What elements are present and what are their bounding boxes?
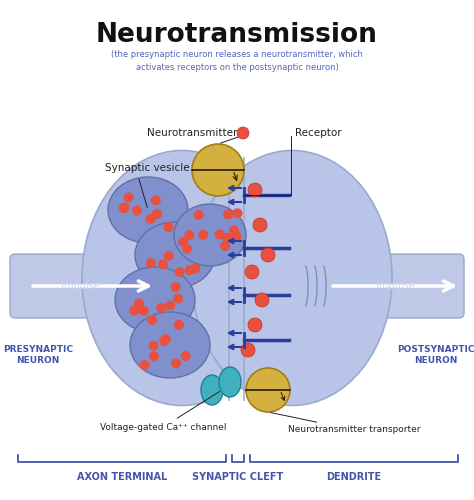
Text: PRESYNAPTIC
NEURON: PRESYNAPTIC NEURON [3,344,73,366]
Circle shape [194,210,204,220]
Circle shape [139,360,149,370]
Circle shape [151,196,161,205]
Ellipse shape [115,267,195,333]
Circle shape [139,306,149,316]
Ellipse shape [135,222,215,288]
Circle shape [185,265,195,275]
Circle shape [241,343,255,357]
Circle shape [119,202,130,212]
Circle shape [261,248,275,262]
Circle shape [255,293,269,307]
Text: Receptor: Receptor [295,128,342,138]
Circle shape [174,320,184,330]
Circle shape [156,303,166,313]
Circle shape [191,264,201,274]
Circle shape [146,258,156,268]
Circle shape [198,230,208,239]
Circle shape [159,336,169,346]
Circle shape [174,267,184,277]
Circle shape [178,237,188,247]
Circle shape [158,260,168,270]
Text: Neurotransmitter: Neurotransmitter [146,128,237,138]
Ellipse shape [108,177,188,243]
Circle shape [220,241,230,251]
Circle shape [165,300,175,310]
Ellipse shape [82,150,282,406]
Circle shape [118,203,128,213]
Circle shape [248,318,262,332]
Circle shape [149,352,159,362]
Circle shape [253,218,267,232]
Text: SYNAPTIC CLEFT: SYNAPTIC CLEFT [192,472,283,482]
Circle shape [164,251,173,261]
Circle shape [146,214,155,224]
Circle shape [229,226,239,235]
Text: Voltage-gated Ca⁺⁺ channel: Voltage-gated Ca⁺⁺ channel [100,392,227,432]
Ellipse shape [219,367,241,397]
Ellipse shape [201,375,223,405]
Circle shape [149,341,159,351]
Circle shape [164,222,173,232]
Circle shape [161,334,171,344]
Ellipse shape [192,150,392,406]
Circle shape [237,127,249,139]
Text: (the presynaptic neuron releases a neurotransmitter, which
activates receptors o: (the presynaptic neuron releases a neuro… [111,50,363,72]
Ellipse shape [130,312,210,378]
Ellipse shape [174,204,246,266]
Circle shape [124,192,134,202]
Circle shape [215,230,225,239]
Circle shape [184,230,194,240]
Text: Neurotransmitter transporter: Neurotransmitter transporter [271,412,420,434]
Circle shape [192,144,244,196]
Circle shape [134,298,144,308]
Circle shape [232,208,243,218]
Text: Impulse: Impulse [375,281,414,291]
Circle shape [222,233,232,243]
FancyBboxPatch shape [321,254,464,318]
Circle shape [246,368,290,412]
Circle shape [171,358,181,368]
Circle shape [129,306,139,316]
Circle shape [152,209,162,219]
Circle shape [173,294,183,304]
Text: Synaptic vesicle: Synaptic vesicle [105,163,190,173]
Circle shape [223,210,233,220]
Circle shape [248,183,262,197]
Text: DENDRITE: DENDRITE [327,472,382,482]
Circle shape [231,231,242,241]
Circle shape [181,351,191,361]
Text: POSTSYNAPTIC
NEURON: POSTSYNAPTIC NEURON [397,344,474,366]
Text: Neurotransmission: Neurotransmission [96,22,378,48]
Text: Impulse: Impulse [61,281,100,291]
Circle shape [182,244,192,254]
Circle shape [245,265,259,279]
Circle shape [132,206,142,216]
Circle shape [171,282,181,292]
Circle shape [147,315,157,325]
Text: AXON TERMINAL: AXON TERMINAL [77,472,167,482]
FancyBboxPatch shape [10,254,153,318]
